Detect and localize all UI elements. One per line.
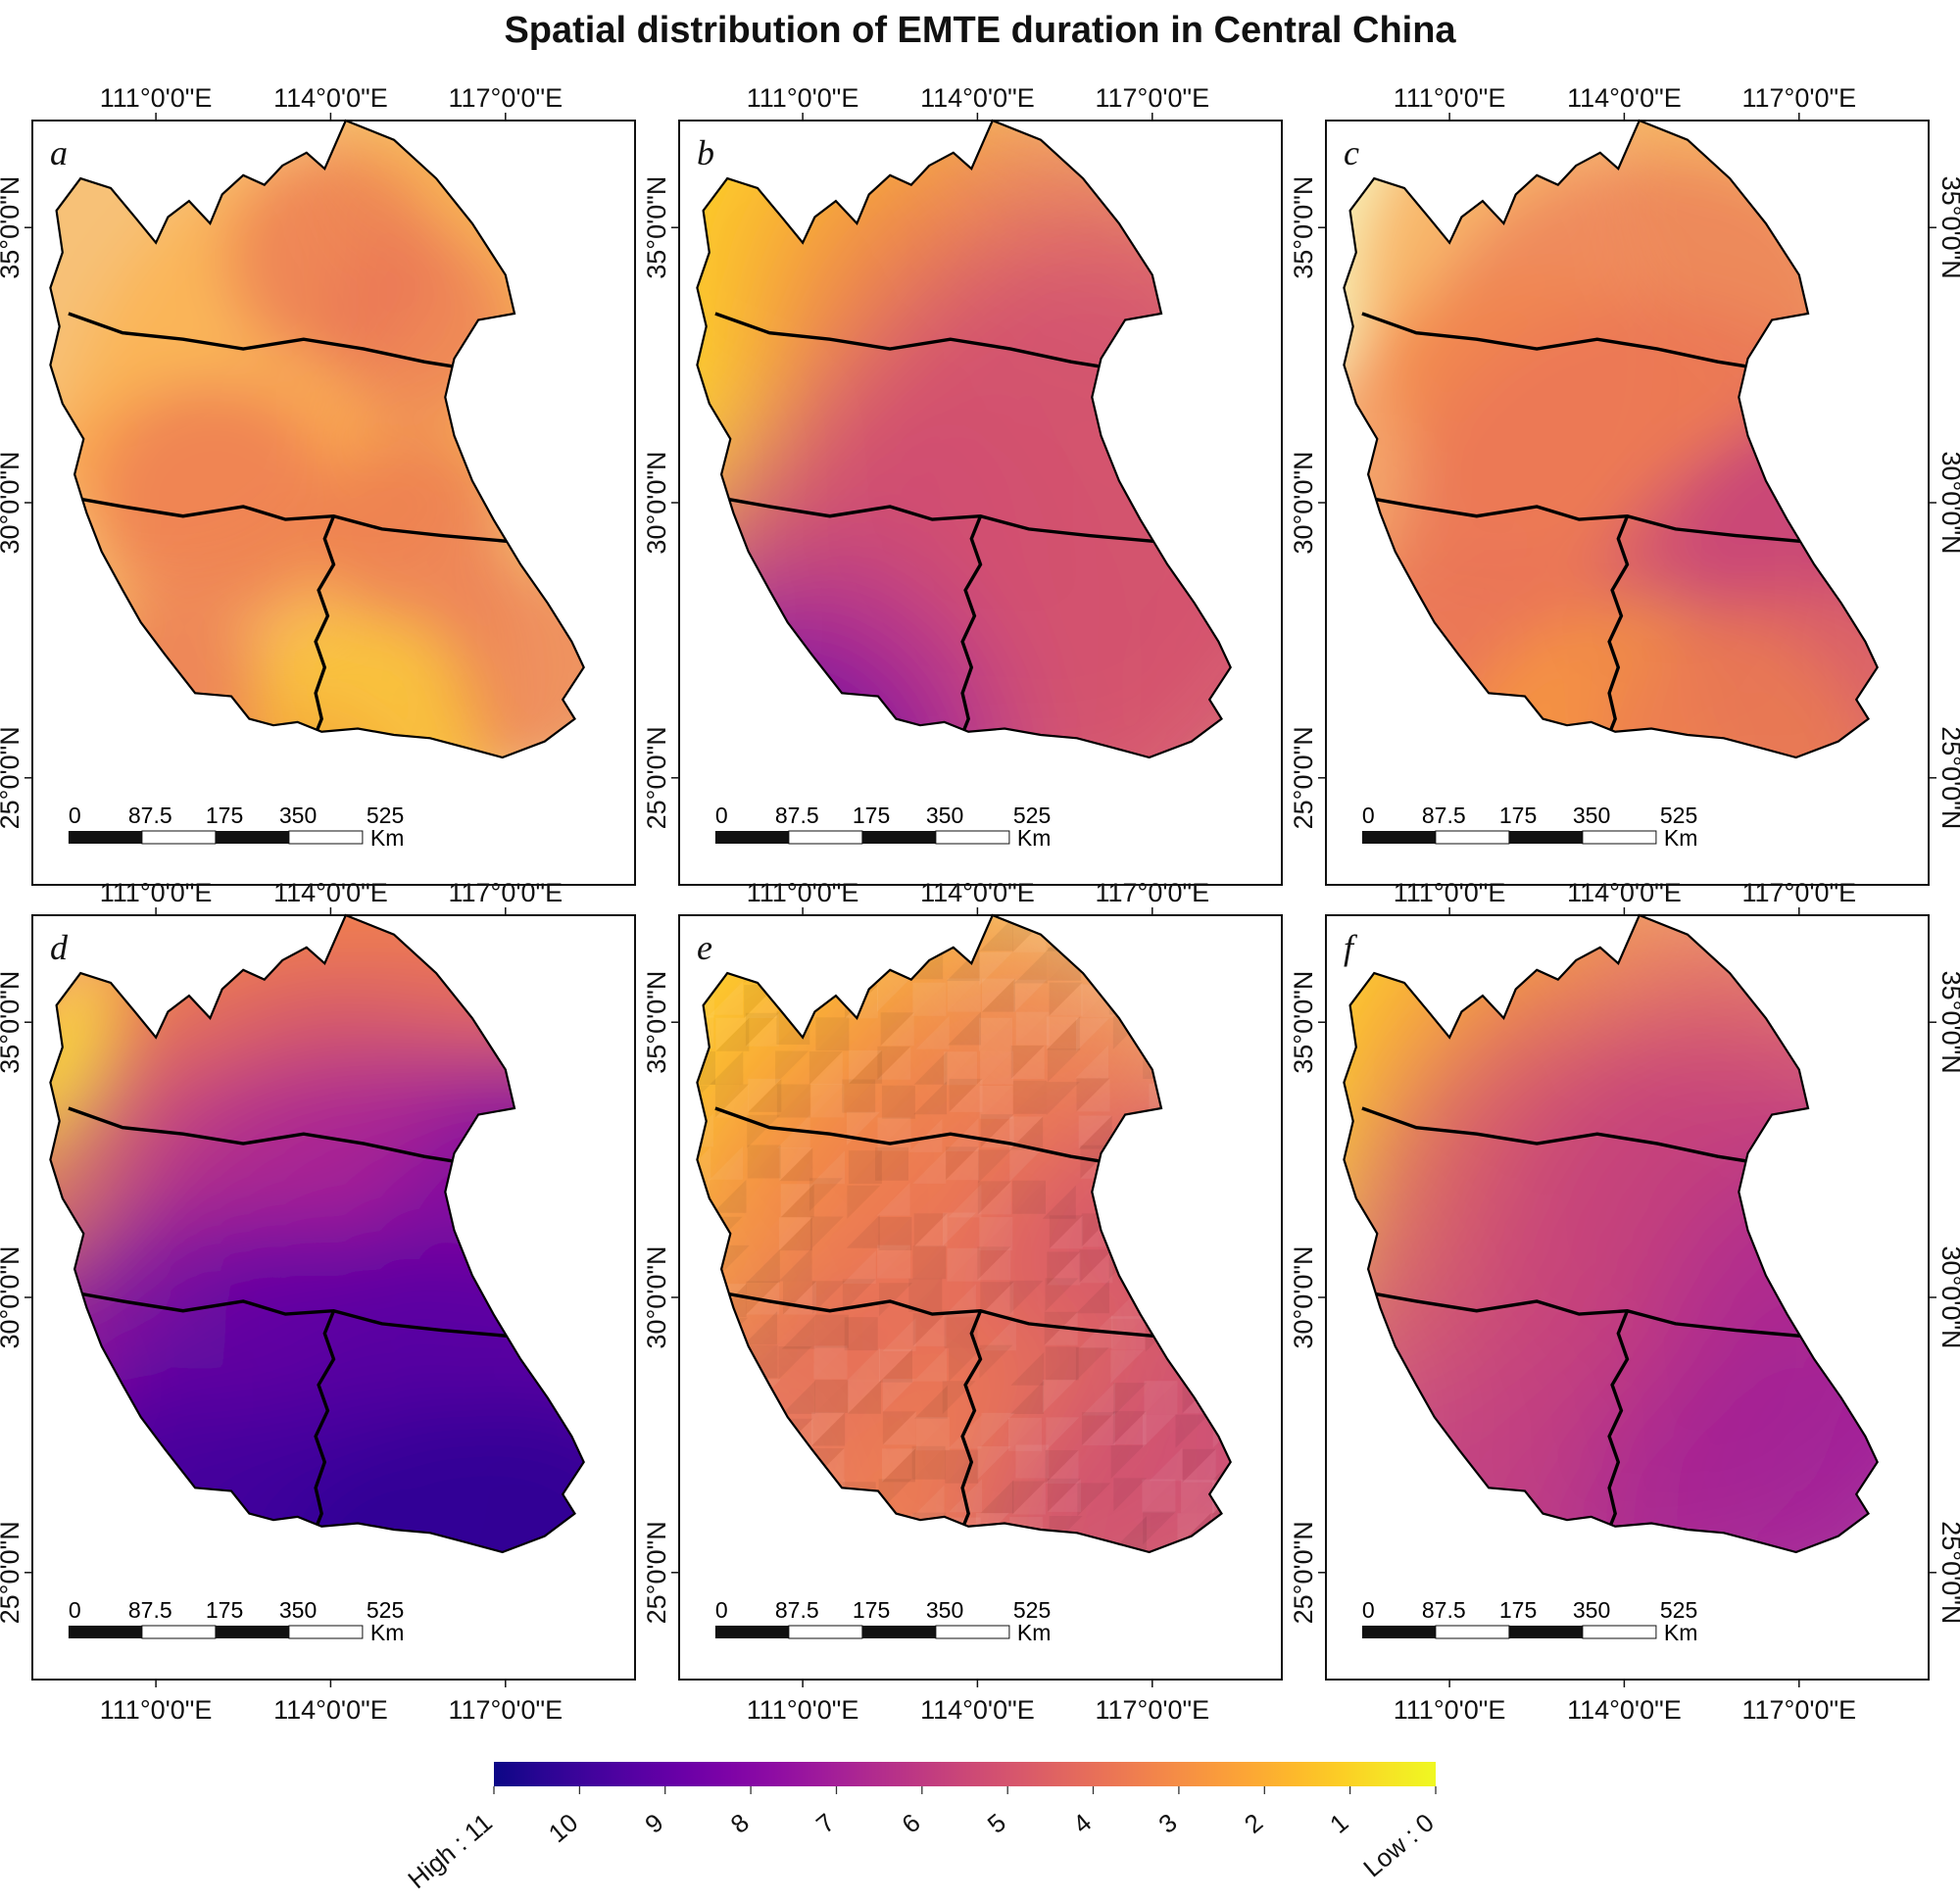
svg-text:114°0'0"E: 114°0'0"E	[920, 1695, 1035, 1725]
svg-text:25°0'0"N: 25°0'0"N	[1289, 1521, 1318, 1624]
svg-text:117°0'0"E: 117°0'0"E	[1095, 83, 1209, 113]
svg-text:25°0'0"N: 25°0'0"N	[1289, 726, 1318, 829]
svg-text:175: 175	[1499, 1597, 1537, 1623]
svg-text:350: 350	[279, 803, 317, 828]
svg-text:35°0'0"N: 35°0'0"N	[0, 176, 24, 279]
svg-text:b: b	[697, 133, 714, 172]
svg-text:87.5: 87.5	[1422, 803, 1466, 828]
svg-text:25°0'0"N: 25°0'0"N	[642, 1521, 671, 1624]
svg-text:175: 175	[853, 803, 890, 828]
svg-text:175: 175	[1499, 803, 1537, 828]
svg-text:Km: Km	[1017, 825, 1052, 851]
svg-text:117°0'0"E: 117°0'0"E	[1741, 1695, 1856, 1725]
svg-text:a: a	[50, 133, 68, 172]
svg-text:350: 350	[926, 803, 963, 828]
svg-text:0: 0	[69, 803, 81, 828]
svg-text:114°0'0"E: 114°0'0"E	[1567, 878, 1682, 907]
svg-text:e: e	[697, 928, 712, 967]
svg-text:25°0'0"N: 25°0'0"N	[1936, 1521, 1960, 1624]
svg-text:Km: Km	[1664, 825, 1698, 851]
svg-text:117°0'0"E: 117°0'0"E	[448, 878, 563, 907]
svg-text:114°0'0"E: 114°0'0"E	[1567, 83, 1682, 113]
svg-text:25°0'0"N: 25°0'0"N	[0, 726, 24, 829]
svg-text:117°0'0"E: 117°0'0"E	[1095, 878, 1209, 907]
svg-text:175: 175	[853, 1597, 890, 1623]
svg-text:114°0'0"E: 114°0'0"E	[920, 83, 1035, 113]
svg-text:Km: Km	[370, 1620, 405, 1645]
svg-text:35°0'0"N: 35°0'0"N	[1936, 971, 1960, 1074]
svg-text:30°0'0"N: 30°0'0"N	[1289, 1245, 1318, 1348]
svg-text:117°0'0"E: 117°0'0"E	[1741, 83, 1856, 113]
svg-text:114°0'0"E: 114°0'0"E	[273, 1695, 388, 1725]
svg-text:87.5: 87.5	[128, 1597, 172, 1623]
svg-text:25°0'0"N: 25°0'0"N	[1936, 726, 1960, 829]
svg-text:30°0'0"N: 30°0'0"N	[1936, 1245, 1960, 1348]
svg-text:30°0'0"N: 30°0'0"N	[0, 1245, 24, 1348]
svg-text:35°0'0"N: 35°0'0"N	[0, 971, 24, 1074]
svg-text:111°0'0"E: 111°0'0"E	[100, 83, 213, 113]
svg-text:35°0'0"N: 35°0'0"N	[1936, 176, 1960, 279]
svg-text:111°0'0"E: 111°0'0"E	[747, 878, 859, 907]
svg-text:87.5: 87.5	[128, 803, 172, 828]
svg-text:25°0'0"N: 25°0'0"N	[0, 1521, 24, 1624]
svg-text:114°0'0"E: 114°0'0"E	[273, 83, 388, 113]
svg-text:117°0'0"E: 117°0'0"E	[448, 1695, 563, 1725]
svg-text:350: 350	[926, 1597, 963, 1623]
svg-text:87.5: 87.5	[775, 803, 819, 828]
svg-text:30°0'0"N: 30°0'0"N	[1936, 451, 1960, 554]
svg-text:0: 0	[1362, 803, 1375, 828]
svg-text:114°0'0"E: 114°0'0"E	[273, 878, 388, 907]
svg-text:Km: Km	[1017, 1620, 1052, 1645]
svg-text:30°0'0"N: 30°0'0"N	[1289, 451, 1318, 554]
svg-text:350: 350	[1573, 1597, 1610, 1623]
svg-text:35°0'0"N: 35°0'0"N	[642, 971, 671, 1074]
svg-text:0: 0	[715, 1597, 728, 1623]
svg-text:35°0'0"N: 35°0'0"N	[1289, 176, 1318, 279]
svg-text:350: 350	[279, 1597, 317, 1623]
svg-text:0: 0	[715, 803, 728, 828]
svg-text:111°0'0"E: 111°0'0"E	[747, 1695, 859, 1725]
svg-text:0: 0	[1362, 1597, 1375, 1623]
svg-text:87.5: 87.5	[775, 1597, 819, 1623]
svg-text:175: 175	[206, 1597, 243, 1623]
svg-text:117°0'0"E: 117°0'0"E	[1741, 878, 1856, 907]
svg-text:111°0'0"E: 111°0'0"E	[100, 878, 213, 907]
svg-text:30°0'0"N: 30°0'0"N	[0, 451, 24, 554]
svg-text:25°0'0"N: 25°0'0"N	[642, 726, 671, 829]
svg-text:111°0'0"E: 111°0'0"E	[1394, 83, 1506, 113]
svg-text:87.5: 87.5	[1422, 1597, 1466, 1623]
svg-text:35°0'0"N: 35°0'0"N	[642, 176, 671, 279]
svg-text:30°0'0"N: 30°0'0"N	[642, 451, 671, 554]
svg-text:0: 0	[69, 1597, 81, 1623]
svg-text:117°0'0"E: 117°0'0"E	[1095, 1695, 1209, 1725]
svg-text:35°0'0"N: 35°0'0"N	[1289, 971, 1318, 1074]
svg-text:114°0'0"E: 114°0'0"E	[1567, 1695, 1682, 1725]
svg-text:Km: Km	[370, 825, 405, 851]
svg-text:Km: Km	[1664, 1620, 1698, 1645]
svg-text:111°0'0"E: 111°0'0"E	[1394, 878, 1506, 907]
svg-text:111°0'0"E: 111°0'0"E	[1394, 1695, 1506, 1725]
svg-text:175: 175	[206, 803, 243, 828]
svg-text:114°0'0"E: 114°0'0"E	[920, 878, 1035, 907]
svg-text:d: d	[50, 928, 69, 967]
svg-text:350: 350	[1573, 803, 1610, 828]
svg-text:117°0'0"E: 117°0'0"E	[448, 83, 563, 113]
svg-text:111°0'0"E: 111°0'0"E	[100, 1695, 213, 1725]
svg-text:111°0'0"E: 111°0'0"E	[747, 83, 859, 113]
svg-text:30°0'0"N: 30°0'0"N	[642, 1245, 671, 1348]
svg-text:c: c	[1344, 133, 1359, 172]
